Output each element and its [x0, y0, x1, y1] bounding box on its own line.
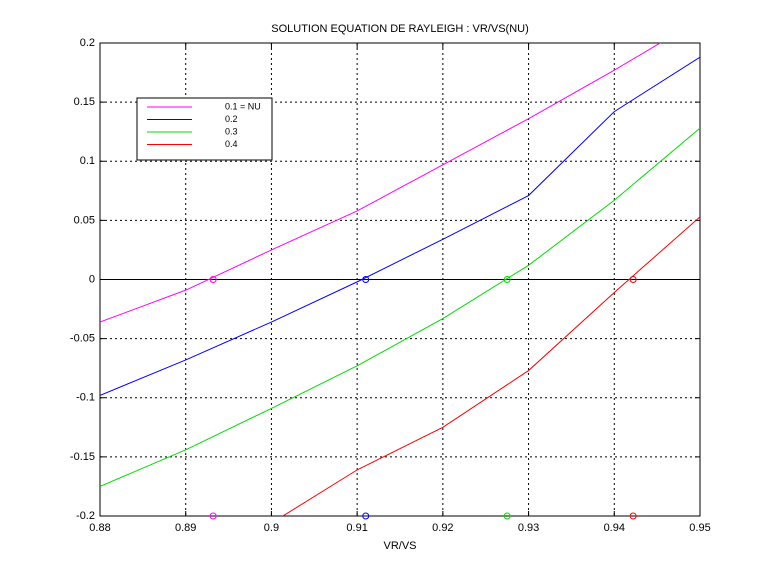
y-tick-label: 0.2 [80, 37, 95, 49]
x-tick-label: 0.94 [604, 522, 625, 534]
y-tick-label: -0.1 [76, 392, 95, 404]
series-line [100, 56, 700, 396]
y-tick-label: 0.05 [74, 214, 95, 226]
root-marker [503, 276, 511, 283]
x-tick-label: 0.89 [175, 522, 196, 534]
x-tick-label: 0.95 [689, 522, 710, 534]
x-tick-label: 0.91 [346, 522, 367, 534]
series-line [281, 216, 700, 516]
series-line [100, 43, 662, 323]
root-marker [362, 276, 370, 283]
root-marker [503, 512, 511, 520]
y-tick-label: -0.2 [76, 510, 95, 522]
legend-label: 0.1 = NU [225, 101, 261, 111]
root-marker [209, 276, 217, 283]
root-marker [629, 512, 637, 520]
x-tick-label: 0.9 [264, 522, 279, 534]
plot-layer [100, 43, 700, 516]
series-line [100, 127, 700, 487]
y-tick-label: 0.15 [74, 96, 95, 108]
legend-label: 0.4 [225, 139, 238, 149]
chart-title: SOLUTION EQUATION DE RAYLEIGH : VR/VS(NU… [271, 23, 529, 35]
root-marker [362, 512, 370, 520]
legend-label: 0.3 [225, 126, 238, 136]
x-tick-label: 0.93 [518, 522, 539, 534]
x-tick-label: 0.92 [432, 522, 453, 534]
x-axis-label: VR/VS [383, 540, 416, 552]
legend-box [136, 97, 273, 161]
x-tick-label: 0.88 [89, 522, 110, 534]
y-tick-label: 0 [89, 273, 95, 285]
y-tick-label: 0.1 [80, 155, 95, 167]
y-tick-label: -0.05 [70, 333, 95, 345]
y-tick-label: -0.15 [70, 451, 95, 463]
root-marker [629, 276, 637, 283]
legend-label: 0.2 [225, 114, 238, 124]
root-marker [209, 512, 217, 520]
